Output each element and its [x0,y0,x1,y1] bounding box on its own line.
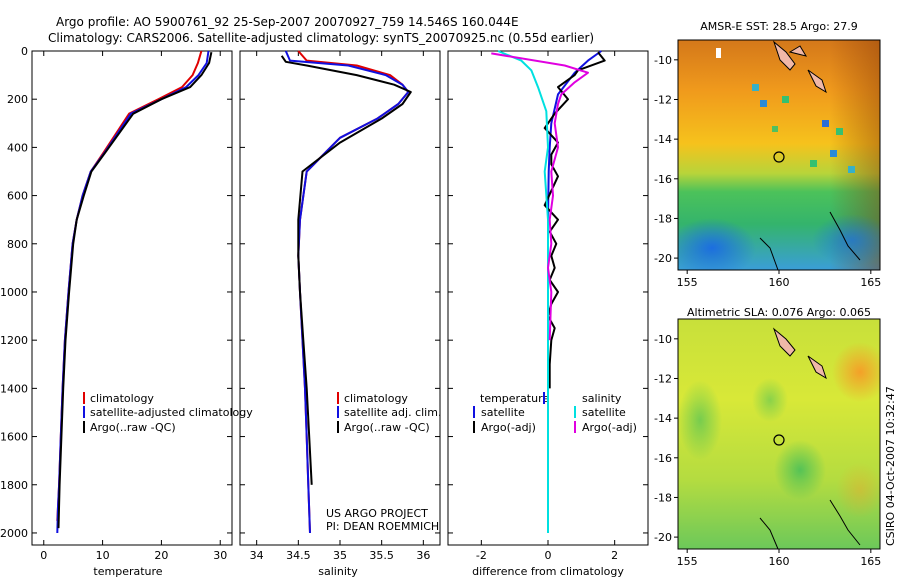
map-y-tick-label: -16 [654,173,672,186]
y-tick-label: 1800 [0,479,28,492]
salinity-legend: climatology satellite adj. clim. Argo(..… [337,392,441,434]
figure-title-line2: Climatology: CARS2006. Satellite-adjuste… [48,31,594,45]
map-y-tick-label: -14 [654,412,672,425]
y-tick-label: 1200 [0,334,28,347]
x-tick-label: 30 [213,549,227,562]
legend-label: climatology [344,392,408,405]
legend-heading-temperature: temperature [480,392,549,405]
legend-label: climatology [90,392,154,405]
series-line-salinity-satellite [497,50,549,533]
difference-legend: temperature satellite Argo(-adj) salinit… [473,392,637,434]
x-tick-label: 0 [40,549,47,562]
sla-map-title: Altimetric SLA: 0.076 Argo: 0.065 [687,306,871,319]
y-tick-label: 2000 [0,527,28,540]
legend-label: satellite [481,406,525,419]
sst_map-axes: 155 160 165 -10 -12 -14 -16 -18 -20 [654,54,881,289]
series-line-argo-raw-qc- [57,51,213,529]
map-y-tick-label: -18 [654,212,672,225]
y-tick-label: 1400 [0,382,28,395]
sst-float-marker [773,151,785,163]
temperature-plot: 0 10 20 30 0 200 400 600 800 1000 1200 1400 1600 1800… [0,45,232,562]
salinity-profile-panel [239,50,441,546]
sst-map: AMSR-E SST: 28.5 Argo: 27.9 [677,20,881,271]
map-y-tick-label: -12 [654,93,672,106]
legend-label: Argo(..raw -QC) [344,421,430,434]
legend-label: satellite-adjusted climatology [90,406,253,419]
legend-label: Argo(..raw -QC) [90,421,176,434]
x-tick-label: 34 [250,549,264,562]
legend-heading-salinity: salinity [582,392,622,405]
x-tick-label: 2 [611,549,618,562]
map-y-tick-label: -16 [654,452,672,465]
x-tick-label: 35 [333,549,347,562]
y-tick-label: 200 [7,93,28,106]
salinity-plot: 34 34.5 35 35.5 36 [240,50,440,562]
x-tick-label: 36 [416,549,430,562]
map-y-tick-label: -12 [654,372,672,385]
map-y-tick-label: -18 [654,491,672,504]
map-x-tick-label: 155 [677,555,698,568]
legend-label: satellite [582,406,626,419]
temperature-xlabel: temperature [93,565,162,578]
x-tick-label: 34.5 [286,549,311,562]
map-y-tick-label: -20 [654,531,672,544]
map-y-tick-label: -20 [654,252,672,265]
temperature-profile-panel [31,50,233,546]
difference-plot: -2 0 2 [448,50,648,562]
y-tick-label: 800 [7,238,28,251]
map-x-tick-label: 155 [677,276,698,289]
x-tick-label: 0 [545,549,552,562]
sla_map-axes: 155 160 165 -10 -12 -14 -16 -18 -20 [654,333,881,568]
y-tick-label: 0 [21,45,28,58]
y-tick-label: 400 [7,141,28,154]
sla-float-marker [773,434,785,446]
pi-label: PI: DEAN ROEMMICH [326,520,439,533]
map-x-tick-label: 165 [860,555,881,568]
series-line-argo-raw-qc- [280,55,412,485]
project-label: US ARGO PROJECT [326,507,428,520]
y-tick-label: 1600 [0,431,28,444]
x-tick-label: 35.5 [369,549,394,562]
series-line-temperature-argo-adj- [543,51,606,389]
legend-label: Argo(-adj) [582,421,637,434]
map-y-tick-label: -10 [654,54,672,67]
x-tick-label: 10 [96,549,110,562]
sla-map: Altimetric SLA: 0.076 Argo: 0.065 [677,306,881,550]
map-y-tick-label: -14 [654,133,672,146]
y-tick-label: 600 [7,190,28,203]
map-x-tick-label: 165 [860,276,881,289]
y-tick-label: 1000 [0,286,28,299]
legend-label: Argo(-adj) [481,421,536,434]
map-x-tick-label: 160 [769,276,790,289]
difference-xlabel: difference from climatology [472,565,624,578]
map-x-tick-label: 160 [769,555,790,568]
sst-map-title: AMSR-E SST: 28.5 Argo: 27.9 [700,20,858,33]
temperature-legend: climatology satellite-adjusted climatolo… [83,392,253,434]
timestamp-stamp: CSIRO 04-Oct-2007 10:32:47 [884,386,897,546]
figure-title-line1: Argo profile: AO 5900761_92 25-Sep-2007 … [56,15,519,29]
x-tick-label: 20 [154,549,168,562]
x-tick-label: -2 [476,549,487,562]
map-y-tick-label: -10 [654,333,672,346]
salinity-xlabel: salinity [318,565,358,578]
legend-label: satellite adj. clim. [344,406,441,419]
series-line-salinity-argo-adj- [491,52,589,341]
